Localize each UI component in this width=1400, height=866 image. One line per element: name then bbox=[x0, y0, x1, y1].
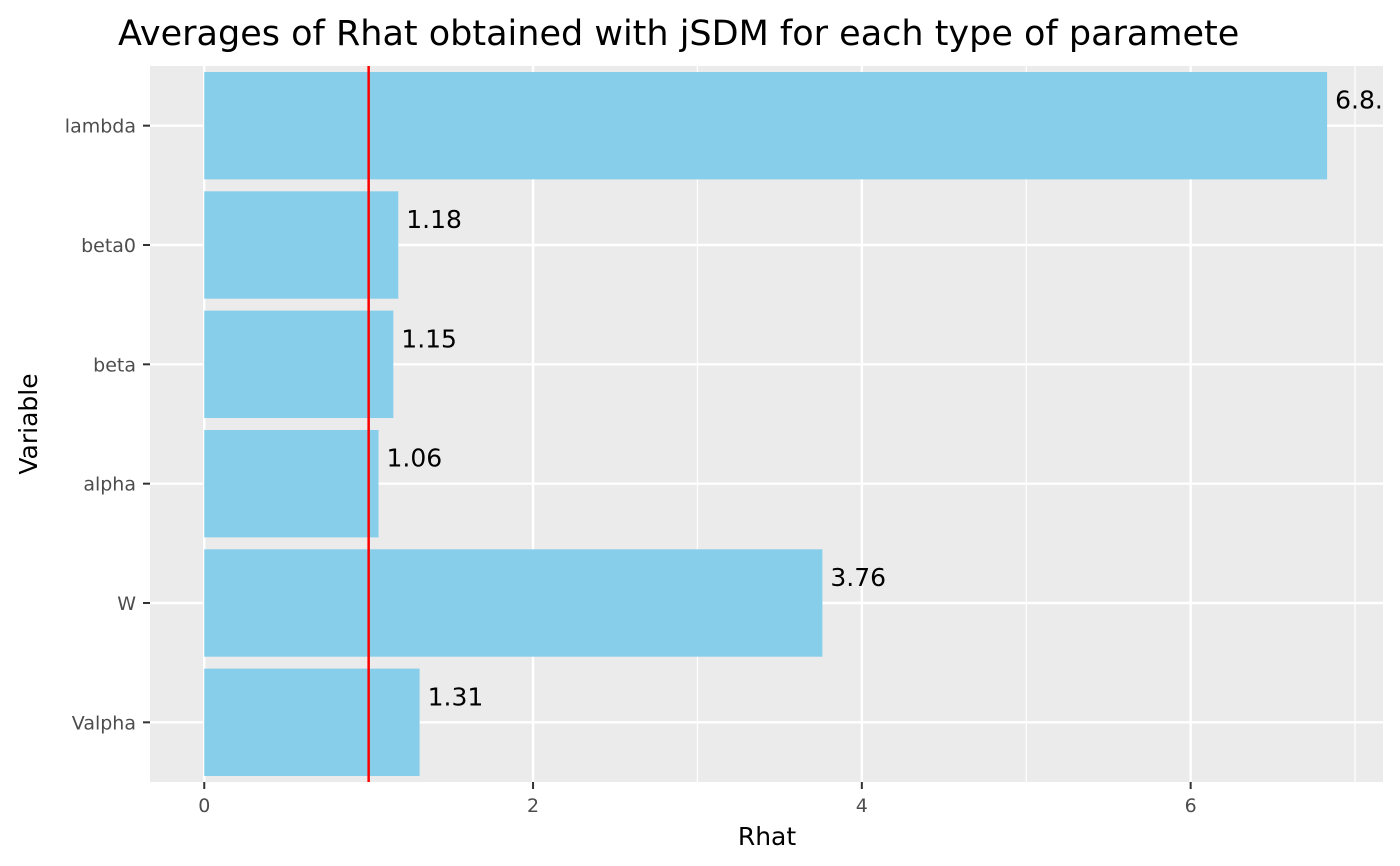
x-tick-label: 6 bbox=[1185, 795, 1197, 817]
x-tick-label: 4 bbox=[856, 795, 868, 817]
x-axis: 0 2 4 6 bbox=[198, 782, 1197, 817]
bar-valpha bbox=[204, 668, 420, 777]
y-tick-label: beta bbox=[93, 354, 136, 376]
plot-panel bbox=[150, 66, 1383, 782]
bar-alpha bbox=[204, 429, 379, 538]
x-tick-label: 0 bbox=[198, 795, 210, 817]
chart-title: Averages of Rhat obtained with jSDM for … bbox=[118, 14, 1239, 54]
bar-beta bbox=[204, 310, 394, 419]
bar-lambda bbox=[204, 71, 1328, 180]
bars bbox=[204, 71, 1328, 777]
x-tick-label: 2 bbox=[527, 795, 539, 817]
y-tick-label: lambda bbox=[65, 116, 136, 138]
y-tick-label: beta0 bbox=[81, 235, 136, 257]
data-labels: 6.8. 1.18 1.15 1.06 3.76 1.31 bbox=[387, 86, 1383, 712]
y-axis-title: Variable bbox=[14, 373, 43, 474]
y-tick-label: Valpha bbox=[72, 712, 136, 734]
y-tick-label: W bbox=[117, 593, 136, 615]
data-label-beta: 1.15 bbox=[401, 324, 457, 353]
data-label-alpha: 1.06 bbox=[387, 444, 443, 473]
data-label-w: 3.76 bbox=[830, 563, 886, 592]
y-axis: lambda beta0 beta alpha W Valpha bbox=[65, 116, 150, 734]
y-tick-label: alpha bbox=[83, 474, 136, 496]
data-label-valpha: 1.31 bbox=[428, 682, 484, 711]
bar-beta0 bbox=[204, 191, 399, 299]
data-label-beta0: 1.18 bbox=[406, 205, 462, 234]
bar-w bbox=[204, 549, 823, 657]
x-axis-title: Rhat bbox=[738, 822, 797, 851]
data-label-lambda: 6.8. bbox=[1335, 86, 1383, 115]
